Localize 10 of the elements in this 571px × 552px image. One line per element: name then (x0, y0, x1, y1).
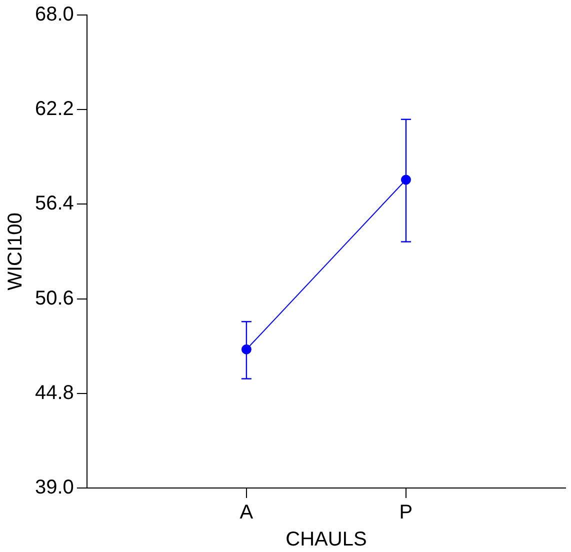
y-tick-label: 44.8 (34, 382, 74, 404)
x-axis-title: CHAULS (286, 528, 367, 551)
y-tick-label: 62.2 (34, 98, 74, 120)
y-tick-label: 56.4 (34, 192, 74, 215)
y-axis-title: WICI100 (4, 212, 27, 290)
y-tick-label: 50.6 (34, 287, 74, 310)
y-tick-label: 39.0 (34, 476, 74, 499)
y-tick-label: 68.0 (34, 4, 74, 26)
x-tick-label: P (399, 502, 413, 524)
x-tick-label: A (240, 502, 254, 524)
